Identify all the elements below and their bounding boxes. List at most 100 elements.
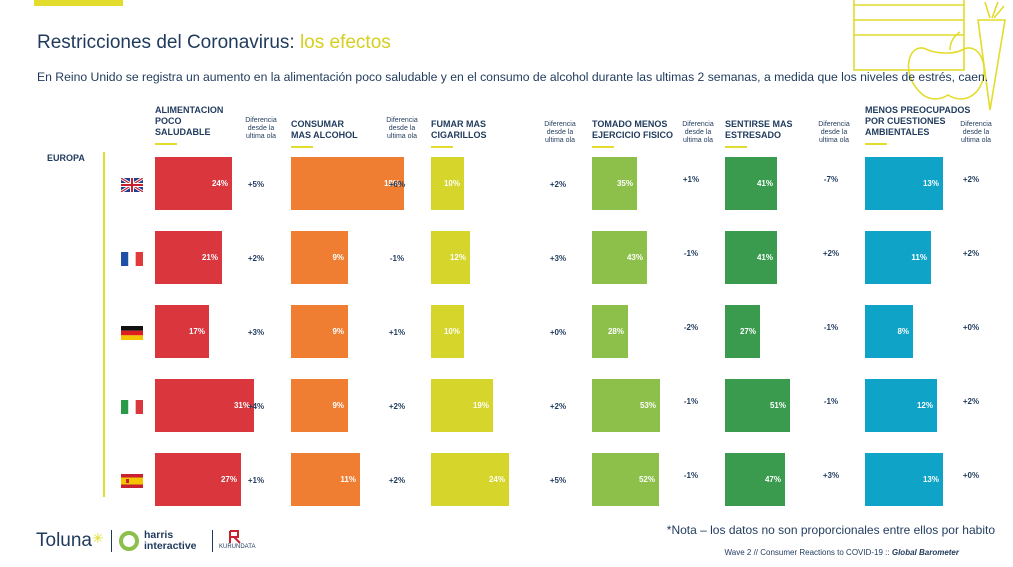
bar-value-label: 24% bbox=[488, 475, 505, 484]
food-illustration-icon bbox=[853, 0, 1006, 111]
germany-flag-icon bbox=[121, 326, 143, 340]
bar bbox=[592, 379, 660, 432]
bar-value-label: 12% bbox=[449, 253, 466, 262]
uk-flag-icon bbox=[121, 178, 143, 192]
bar bbox=[725, 157, 777, 210]
bar bbox=[291, 231, 348, 284]
bar bbox=[431, 379, 493, 432]
bar-value-label: 17% bbox=[188, 327, 205, 336]
diff-value: +4% bbox=[247, 402, 265, 411]
bar bbox=[431, 231, 470, 284]
page-title: Restricciones del Coronavirus: los efect… bbox=[37, 32, 391, 54]
harris-logo: harris interactive bbox=[118, 530, 197, 557]
logo-separator bbox=[111, 530, 112, 552]
category-underline bbox=[431, 146, 453, 148]
category-header: MENOS PREOCUPADOS POR CUESTIONES AMBIENT… bbox=[865, 105, 971, 137]
diff-value: +3% bbox=[822, 471, 840, 480]
category-header: ALIMENTACION POCO SALUDABLE bbox=[155, 105, 224, 137]
region-label: EUROPA bbox=[47, 153, 85, 163]
diff-value: +2% bbox=[962, 249, 980, 258]
bar-value-label: 19% bbox=[472, 401, 489, 410]
top-accent-bar bbox=[34, 0, 123, 6]
category-header: FUMAR MAS CIGARILLOS bbox=[431, 119, 487, 140]
bar bbox=[592, 305, 628, 358]
diff-value: +1% bbox=[682, 175, 700, 184]
bar bbox=[865, 379, 937, 432]
bar bbox=[592, 231, 647, 284]
bar-value-label: 9% bbox=[332, 401, 344, 410]
category-underline bbox=[592, 146, 614, 148]
bar-value-label: 9% bbox=[332, 253, 344, 262]
title-accent: los efectos bbox=[299, 32, 391, 53]
toluna-logo-text: Toluna bbox=[36, 530, 92, 551]
bar bbox=[725, 453, 785, 506]
bar-value-label: 53% bbox=[639, 401, 656, 410]
bar-value-label: 10% bbox=[443, 179, 460, 188]
bar-value-label: 12% bbox=[916, 401, 933, 410]
bar-value-label: 47% bbox=[764, 475, 781, 484]
diff-value: +2% bbox=[549, 402, 567, 411]
footer-text: Wave 2 // Consumer Reactions to COVID-19… bbox=[725, 548, 959, 557]
diff-value: +2% bbox=[388, 476, 406, 485]
title-main: Restricciones del Coronavirus: bbox=[37, 32, 295, 53]
footer-brand: Global Barometer bbox=[891, 548, 959, 557]
diff-value: -1% bbox=[683, 471, 699, 480]
bar bbox=[431, 453, 509, 506]
bar bbox=[865, 157, 943, 210]
diff-value: +5% bbox=[549, 476, 567, 485]
bar-value-label: 13% bbox=[922, 475, 939, 484]
bar bbox=[155, 453, 241, 506]
bar bbox=[291, 379, 348, 432]
bar-value-label: 24% bbox=[211, 179, 228, 188]
bar-value-label: 41% bbox=[756, 179, 773, 188]
bar-value-label: 43% bbox=[626, 253, 643, 262]
diff-value: +1% bbox=[388, 328, 406, 337]
diff-value: +2% bbox=[247, 254, 265, 263]
diff-value: -1% bbox=[823, 397, 839, 406]
logo-separator bbox=[212, 530, 213, 552]
diff-header: Diferencia desde la ultima ola bbox=[386, 117, 418, 140]
diff-value: +0% bbox=[962, 323, 980, 332]
diff-header: Diferencia desde la ultima ola bbox=[960, 121, 992, 144]
sun-icon: ✳ bbox=[92, 530, 104, 546]
bar bbox=[155, 157, 232, 210]
bar-value-label: 28% bbox=[607, 327, 624, 336]
bar-value-label: 8% bbox=[897, 327, 909, 336]
diff-value: +3% bbox=[549, 254, 567, 263]
diff-value: +2% bbox=[962, 397, 980, 406]
diff-value: +5% bbox=[247, 180, 265, 189]
diff-value: +0% bbox=[549, 328, 567, 337]
diff-value: -1% bbox=[389, 254, 405, 263]
diff-header: Diferencia desde la ultima ola bbox=[544, 121, 576, 144]
bar-value-label: 21% bbox=[201, 253, 218, 262]
bar bbox=[291, 453, 360, 506]
diff-value: +3% bbox=[247, 328, 265, 337]
diff-value: +2% bbox=[388, 402, 406, 411]
bar bbox=[592, 453, 659, 506]
bar bbox=[725, 379, 790, 432]
bar bbox=[291, 157, 404, 210]
category-underline bbox=[155, 143, 177, 145]
bar-value-label: 10% bbox=[443, 327, 460, 336]
diff-value: -1% bbox=[683, 397, 699, 406]
category-underline bbox=[725, 146, 747, 148]
bar-value-label: 35% bbox=[616, 179, 633, 188]
diff-value: +2% bbox=[549, 180, 567, 189]
bar-value-label: 27% bbox=[220, 475, 237, 484]
bar-value-label: 52% bbox=[638, 475, 655, 484]
category-underline bbox=[865, 143, 887, 145]
bar-value-label: 13% bbox=[922, 179, 939, 188]
bar bbox=[155, 379, 254, 432]
kurundata-mark-icon bbox=[229, 530, 241, 544]
bar-value-label: 18% bbox=[383, 179, 400, 188]
diff-value: -2% bbox=[683, 323, 699, 332]
axis-line bbox=[103, 152, 105, 497]
diff-header: Diferencia desde la ultima ola bbox=[818, 121, 850, 144]
diff-value: -1% bbox=[823, 323, 839, 332]
diff-value: +2% bbox=[822, 249, 840, 258]
diff-value: -7% bbox=[823, 175, 839, 184]
harris-ring-icon bbox=[119, 531, 139, 551]
harris-logo-text: harris interactive bbox=[144, 529, 197, 552]
bar bbox=[155, 305, 209, 358]
bar bbox=[431, 157, 464, 210]
